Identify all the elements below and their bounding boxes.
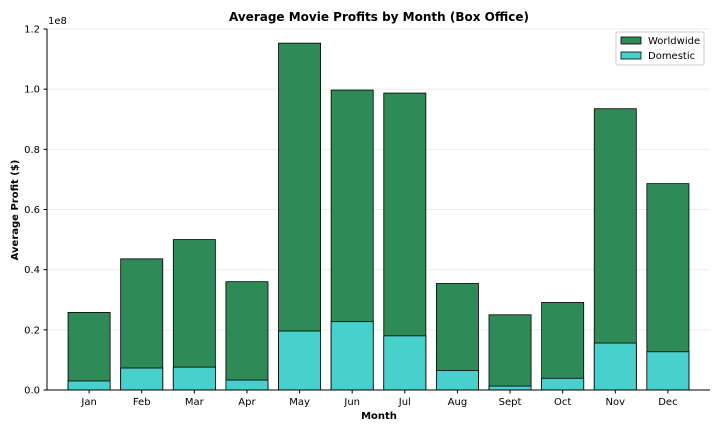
legend-swatch-worldwide — [620, 36, 642, 45]
y-tick-label-2: 0.4 — [24, 265, 40, 276]
x-tick-label-jul: Jul — [398, 397, 411, 408]
bar-domestic-jul — [383, 335, 427, 391]
bar-domestic-mar — [172, 366, 216, 391]
y-tick-label-1: 0.2 — [24, 325, 40, 336]
y-axis-offset-label: 1e8 — [48, 16, 67, 27]
y-axis-label: Average Profit ($) — [10, 160, 21, 261]
x-tick-label-jan: Jan — [80, 397, 96, 408]
bar-domestic-sept — [488, 385, 532, 391]
x-ticks: Jan Feb Mar Apr May Jun Jul Aug Sept Oct Nov Dec — [80, 390, 678, 408]
bar-worldwide-sept — [488, 314, 532, 391]
y-tick-label-5: 1.0 — [24, 85, 40, 96]
bar-domestic-may — [278, 330, 322, 391]
bar-worldwide-apr — [225, 281, 269, 391]
x-tick-label-apr: Apr — [238, 397, 256, 408]
legend-label-domestic: Domestic — [648, 51, 695, 62]
y-tick-label-3: 0.6 — [24, 205, 40, 216]
y-tick-label-4: 0.8 — [24, 145, 40, 156]
y-tick-label-6: 1.2 — [24, 25, 40, 36]
x-tick-label-jun: Jun — [343, 397, 360, 408]
bar-worldwide-mar — [172, 239, 216, 391]
y-tick-label-0: 0.0 — [24, 386, 40, 397]
x-tick-label-mar: Mar — [185, 397, 205, 408]
legend-label-worldwide: Worldwide — [648, 36, 700, 47]
legend-swatch-domestic — [620, 51, 642, 60]
bar-domestic-aug — [435, 370, 479, 391]
bars — [67, 42, 690, 391]
bar-domestic-feb — [120, 367, 164, 391]
bar-worldwide-oct — [541, 302, 585, 391]
y-ticks: 0.0 0.2 0.4 0.6 0.8 1.0 1.2 — [24, 25, 47, 397]
bar-domestic-jan — [67, 380, 111, 391]
x-tick-label-sept: Sept — [499, 397, 522, 408]
bar-domestic-apr — [225, 379, 269, 391]
bar-domestic-nov — [593, 342, 637, 391]
x-tick-label-aug: Aug — [448, 397, 468, 408]
chart-title: Average Movie Profits by Month (Box Offi… — [229, 10, 529, 24]
x-tick-label-oct: Oct — [554, 397, 571, 408]
x-tick-label-feb: Feb — [133, 397, 151, 408]
bar-worldwide-jan — [67, 311, 111, 391]
legend: Worldwide Domestic — [615, 31, 705, 66]
x-tick-label-dec: Dec — [658, 397, 677, 408]
bar-domestic-jun — [330, 321, 374, 391]
bar-domestic-oct — [541, 377, 585, 391]
x-axis-label: Month — [361, 411, 397, 422]
bar-domestic-dec — [646, 351, 690, 391]
x-tick-label-may: May — [289, 397, 310, 408]
x-tick-label-nov: Nov — [606, 397, 626, 408]
